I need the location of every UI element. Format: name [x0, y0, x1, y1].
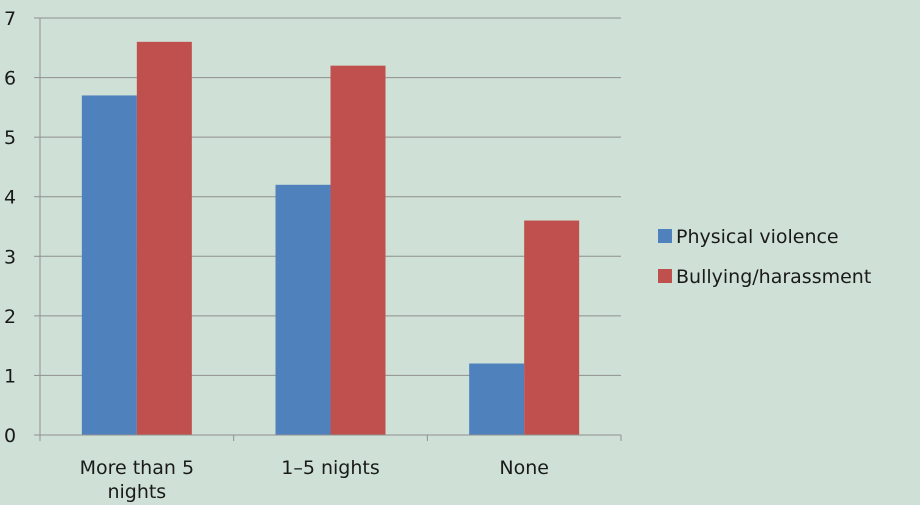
bar-physical-violence [81, 95, 137, 435]
bar-physical-violence [275, 184, 331, 435]
axes [34, 17, 622, 441]
legend-label: Bullying/harassment [676, 266, 871, 288]
legend-swatch [658, 269, 672, 283]
x-tick-label: nights [107, 481, 166, 503]
x-tick-label: More than 5 [80, 457, 194, 479]
y-tick-label: 0 [4, 425, 16, 447]
y-tick-label: 1 [4, 365, 16, 387]
y-tick-label: 2 [4, 306, 16, 328]
x-tick-label: 1–5 nights [281, 457, 380, 479]
x-tick-label: None [499, 457, 549, 479]
y-tick-label: 6 [4, 68, 16, 90]
bar-bullying-harassment [136, 41, 192, 435]
y-tick-label: 7 [4, 8, 16, 30]
bar-bullying-harassment [524, 220, 580, 435]
y-tick-label: 3 [4, 246, 16, 268]
bar-bullying-harassment [330, 65, 386, 436]
legend-swatch [658, 229, 672, 243]
y-tick-label: 5 [4, 127, 16, 149]
bars [81, 41, 580, 436]
y-tick-label: 4 [4, 187, 16, 209]
legend: Physical violence Bullying/harassment [658, 226, 871, 288]
y-tick-labels: 0 1 2 3 4 5 6 7 [4, 8, 16, 447]
bar-physical-violence [469, 363, 525, 435]
legend-label: Physical violence [676, 226, 839, 248]
